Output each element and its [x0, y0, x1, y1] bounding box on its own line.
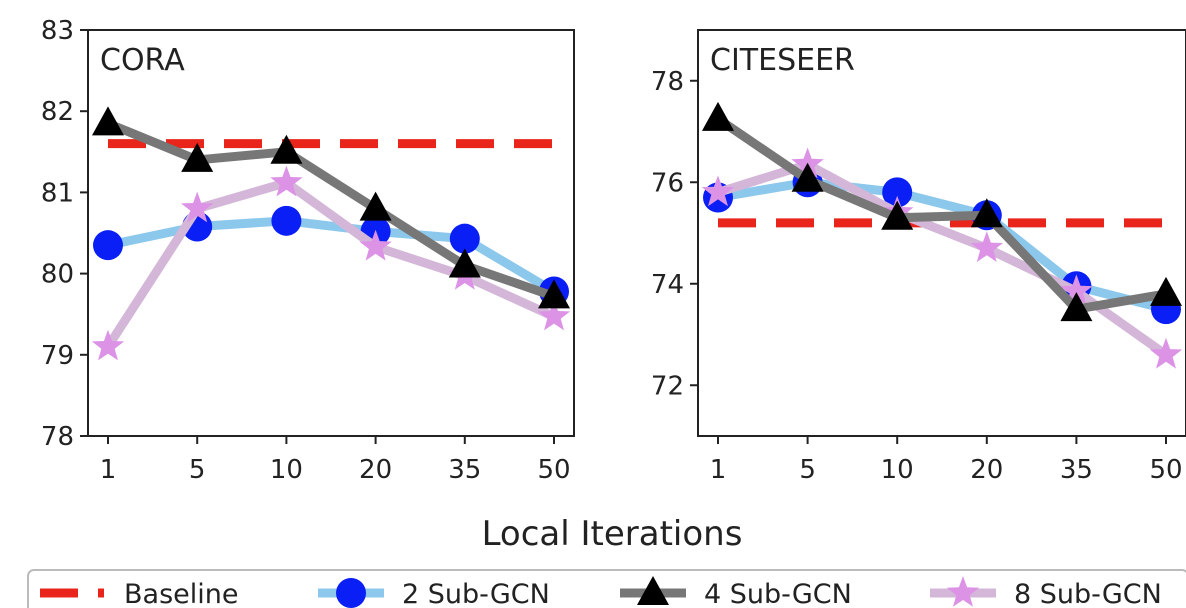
legend-2-sub-gcn-marker [336, 578, 366, 608]
y-tick-label: 80 [41, 260, 74, 290]
8-sub-gcn-point [970, 231, 1003, 262]
4-sub-gcn-point [270, 134, 303, 164]
2-sub-gcn-point [882, 177, 913, 208]
x-tick-label: 20 [359, 455, 392, 485]
y-tick-label: 83 [41, 16, 74, 46]
x-tick-label: 50 [1149, 455, 1182, 485]
2-sub-gcn-point [449, 223, 480, 254]
x-tick-label: 50 [537, 455, 570, 485]
8-sub-gcn-point [270, 165, 303, 197]
4-sub-gcn-point [359, 191, 392, 221]
x-axis-label: Local Iterations [482, 514, 743, 554]
legend-2-sub-gcn-label: 2 Sub-GCN [402, 579, 550, 608]
8-sub-gcn-point [359, 229, 392, 261]
4-sub-gcn-point [702, 101, 734, 131]
y-tick-label: 78 [651, 67, 684, 97]
x-tick-label: 5 [189, 455, 206, 485]
8-sub-gcn-point [701, 175, 735, 207]
legend-8-sub-gcn-marker [946, 576, 980, 607]
legend: Baseline 2 Sub-GCN 4 Sub-GCN 8 Sub-GCN [27, 569, 1186, 608]
plot-frame [697, 29, 1186, 437]
panel-title: CORA [100, 43, 185, 78]
8-sub-gcn-point [91, 329, 125, 361]
x-tick-label: 1 [710, 455, 727, 485]
8-sub-gcn-point [1149, 337, 1183, 369]
4-sub-gcn-point [92, 106, 124, 136]
y-tick-label: 74 [651, 270, 684, 300]
4-sub-gcn-point [1150, 276, 1182, 306]
legend-box [27, 569, 1186, 608]
x-tick-label: 1 [100, 455, 117, 485]
y-tick-label: 76 [651, 168, 684, 198]
x-tick-label: 10 [881, 455, 914, 485]
4-sub-gcn-point [970, 198, 1003, 228]
x-tick-label: 5 [799, 455, 816, 485]
4-sub-gcn-point [448, 248, 481, 278]
y-tick-label: 78 [41, 422, 74, 452]
2-sub-gcn-line [717, 177, 1168, 314]
2-sub-gcn-point [271, 205, 302, 236]
panel-title: CITESEER [710, 43, 855, 78]
y-tick-label: 79 [41, 341, 74, 371]
4-sub-gcn-point [538, 279, 570, 309]
4-sub-gcn-line [106, 119, 556, 301]
8-sub-gcn-line [104, 178, 556, 350]
legend-8-sub-gcn-label: 8 Sub-GCN [1014, 579, 1162, 608]
2-sub-gcn-point [93, 230, 123, 261]
citeseer-panel: 72 74 76 78 1 5 10 20 35 50 CITESEER [651, 29, 1186, 485]
4-sub-gcn-point [1060, 292, 1093, 322]
8-sub-gcn-line [716, 159, 1169, 359]
x-tick-label: 35 [448, 455, 481, 485]
y-tick-label: 82 [41, 97, 74, 127]
8-sub-gcn-point [181, 191, 214, 223]
4-sub-gcn-line [715, 115, 1167, 314]
4-sub-gcn-point [181, 142, 214, 172]
x-tick-label: 10 [270, 455, 303, 485]
2-sub-gcn-line [107, 216, 557, 296]
x-tick-label: 20 [970, 455, 1003, 485]
8-sub-gcn-point [537, 299, 571, 331]
4-sub-gcn-point [881, 200, 914, 230]
y-tick-label: 72 [651, 371, 684, 401]
plot-frame [87, 29, 575, 437]
legend-4-sub-gcn-label: 4 Sub-GCN [704, 579, 852, 608]
y-tick-label: 81 [41, 178, 74, 208]
8-sub-gcn-point [1060, 274, 1093, 306]
legend-baseline-label: Baseline [124, 579, 238, 608]
4-sub-gcn-point [791, 162, 824, 192]
legend-4-sub-gcn-marker [637, 576, 669, 605]
cora-panel: 78 79 80 81 82 83 1 5 10 20 35 50 CORA [41, 16, 575, 485]
x-tick-label: 35 [1060, 455, 1093, 485]
